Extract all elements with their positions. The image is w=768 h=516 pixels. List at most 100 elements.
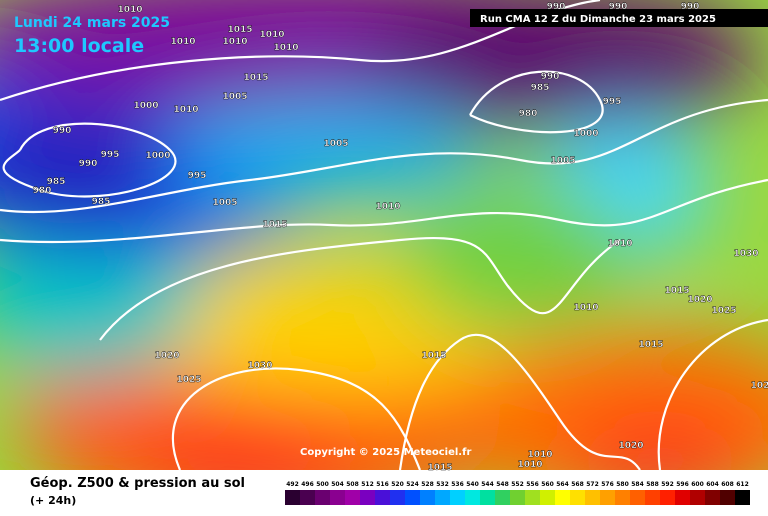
isobar-label: 990 [53, 126, 72, 136]
isobar-label: 1005 [222, 92, 247, 102]
colorbar-label: 532 [436, 481, 449, 488]
colorbar-swatch [405, 490, 420, 505]
isobar-label: 1010 [273, 43, 298, 53]
isobar-label: 995 [603, 97, 622, 107]
colorbar: 492 496 500 504 508 512 516 520 524 528 532 536 540 5… [285, 481, 750, 505]
isobar-label: 1015 [421, 351, 446, 361]
copyright: Copyright © 2025 Meteociel.fr [300, 447, 471, 458]
isobar-label: 1015 [243, 73, 268, 83]
colorbar-label: 500 [316, 481, 329, 488]
colorbar-swatch [675, 490, 690, 505]
colorbar-label: 524 [406, 481, 419, 488]
colorbar-swatch [615, 490, 630, 505]
date: Lundi 24 mars 2025 [14, 15, 170, 31]
colorbar-label: 564 [556, 481, 569, 488]
isobar-label: 1010 [607, 239, 632, 249]
colorbar-swatch [540, 490, 555, 505]
isobar-label: 1000 [133, 101, 158, 111]
isobar-label: 1005 [323, 139, 348, 149]
isobar-label: 1020 [618, 441, 643, 451]
colorbar-swatch [420, 490, 435, 505]
colorbar-label: 528 [421, 481, 434, 488]
footer-title: Géop. Z500 & pression au sol [30, 476, 245, 491]
isobar-label: 1015 [227, 25, 252, 35]
isobar-label: 985 [531, 83, 550, 93]
isobar-label: 985 [92, 197, 111, 207]
run-info: Run CMA 12 Z du Dimanche 23 mars 2025 [480, 14, 716, 25]
isobar-label: 1000 [145, 151, 170, 161]
colorbar-label: 576 [601, 481, 614, 488]
colorbar-label: 508 [346, 481, 359, 488]
colorbar-swatch [510, 490, 525, 505]
colorbar-label: 568 [571, 481, 584, 488]
isobar-label: 1010 [222, 37, 247, 47]
isobar-label: 1005 [212, 198, 237, 208]
colorbar-swatch [720, 490, 735, 505]
colorbar-swatch [630, 490, 645, 505]
isobar-label: 1030 [733, 249, 758, 259]
colorbar-label: 536 [451, 481, 464, 488]
isobar-label: 1000 [573, 129, 598, 139]
colorbar-swatch [390, 490, 405, 505]
isobar-label: 1015 [664, 286, 689, 296]
isobar-label: 990 [681, 2, 700, 12]
colorbar-label: 552 [511, 481, 524, 488]
colorbar-swatch [345, 490, 360, 505]
colorbar-label: 548 [496, 481, 509, 488]
isobar-label: 980 [519, 109, 538, 119]
colorbar-swatch [525, 490, 540, 505]
isobar-label: 990 [609, 2, 628, 12]
colorbar-swatch [570, 490, 585, 505]
colorbar-label: 584 [631, 481, 644, 488]
colorbar-swatch [690, 490, 705, 505]
isobar-label: 990 [547, 2, 566, 12]
isobar-label: 1010 [517, 460, 542, 470]
isobar-label: 1025 [176, 375, 201, 385]
run-box [470, 9, 768, 27]
colorbar-swatch [450, 490, 465, 505]
colorbar-swatch [645, 490, 660, 505]
time: 13:00 locale [14, 35, 144, 57]
isobar-label: 1005 [550, 156, 575, 166]
isobar-label: 1030 [247, 361, 272, 371]
isobar-label: 980 [33, 186, 52, 196]
isobar-label: 1020 [154, 351, 179, 361]
colorbar-label: 516 [376, 481, 389, 488]
isobar-label: 990 [541, 72, 560, 82]
colorbar-swatch [705, 490, 720, 505]
isobar-label: 1010 [527, 450, 552, 460]
isobar-label: 1010 [117, 5, 142, 15]
colorbar-swatch [585, 490, 600, 505]
colorbar-swatch [660, 490, 675, 505]
colorbar-swatch [480, 490, 495, 505]
footer-lead: (+ 24h) [30, 494, 76, 507]
colorbar-label: 512 [361, 481, 374, 488]
colorbar-label: 544 [481, 481, 494, 488]
colorbar-label: 580 [616, 481, 629, 488]
colorbar-label: 596 [676, 481, 689, 488]
isobar-label: 1015 [638, 340, 663, 350]
colorbar-label: 504 [331, 481, 344, 488]
isobar-label: 995 [188, 171, 207, 181]
isobar-label: 990 [79, 159, 98, 169]
colorbar-label: 556 [526, 481, 539, 488]
colorbar-label: 540 [466, 481, 479, 488]
colorbar-swatch [435, 490, 450, 505]
colorbar-swatch [375, 490, 390, 505]
isobar-label: 102 [751, 381, 768, 391]
isobar-label: 1015 [262, 220, 287, 230]
colorbar-swatch [600, 490, 615, 505]
colorbar-swatch [735, 490, 750, 505]
colorbar-label: 588 [646, 481, 659, 488]
colorbar-swatch [300, 490, 315, 505]
colorbar-label: 492 [286, 481, 299, 488]
isobar-label: 985 [47, 177, 66, 187]
isobar-label: 1010 [173, 105, 198, 115]
colorbar-label: 612 [736, 481, 749, 488]
colorbar-label: 608 [721, 481, 734, 488]
isobar-label: 1010 [573, 303, 598, 313]
isobar-label: 1010 [375, 202, 400, 212]
